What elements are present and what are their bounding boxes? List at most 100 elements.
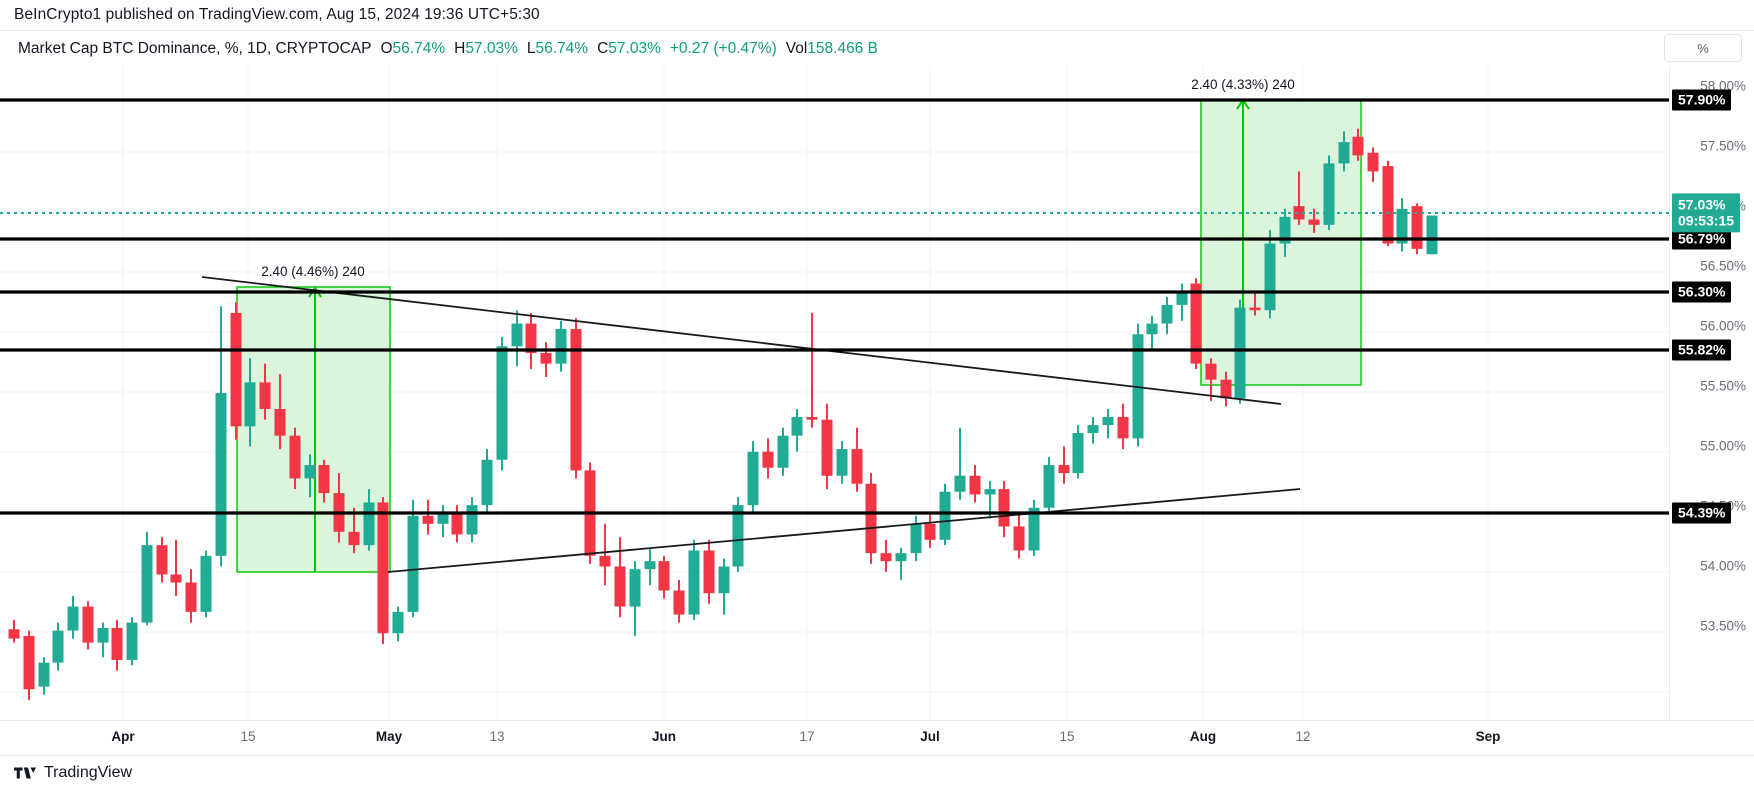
- candle-body: [954, 475, 966, 492]
- candlestick: [1058, 446, 1070, 484]
- candle-body: [67, 606, 79, 631]
- candlestick: [511, 310, 523, 367]
- chart-pane[interactable]: [0, 66, 1669, 720]
- candle-body: [791, 417, 803, 436]
- candle-body: [200, 555, 212, 612]
- candle-body: [570, 328, 582, 471]
- candlestick: [377, 497, 389, 644]
- price-tick-label: 56.50%: [1700, 258, 1746, 274]
- candle-body: [437, 513, 449, 524]
- candle-body: [703, 550, 715, 594]
- candle-body: [392, 611, 404, 634]
- date-tick-label: 15: [240, 729, 256, 744]
- candle-body: [82, 606, 94, 643]
- candlestick: [1102, 409, 1114, 439]
- candle-wick: [811, 312, 813, 428]
- candle-body: [52, 630, 64, 663]
- candle-body: [156, 545, 168, 575]
- price-level-badge[interactable]: 56.30%: [1672, 281, 1732, 303]
- candle-body: [215, 393, 227, 556]
- price-tick-label: 53.50%: [1700, 618, 1746, 634]
- candlestick: [97, 622, 109, 658]
- price-level-badge[interactable]: 57.90%: [1672, 89, 1732, 111]
- ascending-support[interactable]: [387, 488, 1301, 573]
- candle-body: [481, 459, 493, 506]
- candlestick: [1028, 499, 1040, 556]
- candlestick: [363, 489, 375, 551]
- candlestick: [673, 579, 685, 623]
- candle-body: [1279, 216, 1291, 244]
- volume-key: Vol: [785, 39, 808, 57]
- candlestick: [348, 507, 360, 554]
- candlestick: [38, 657, 50, 695]
- candle-body: [629, 569, 641, 607]
- candle-body: [466, 505, 478, 535]
- candlestick: [718, 558, 730, 615]
- price-axis[interactable]: 58.00%57.50%57.00%56.50%56.00%55.50%55.0…: [1669, 66, 1754, 720]
- candle-body: [1220, 379, 1232, 399]
- candlestick: [111, 619, 123, 671]
- candlestick: [422, 499, 434, 535]
- units-selector[interactable]: %: [1664, 34, 1742, 62]
- candle-wick: [959, 427, 961, 500]
- candle-body: [1249, 307, 1261, 311]
- candlestick: [437, 505, 449, 538]
- candlestick: [1220, 371, 1232, 407]
- candle-body: [511, 323, 523, 347]
- volume-value: 158.466 B: [807, 39, 878, 57]
- candle-body: [1264, 243, 1276, 311]
- candlestick: [1382, 160, 1394, 247]
- candlestick: [998, 481, 1010, 538]
- high-key: H: [454, 39, 466, 57]
- right-measure-label: 2.40 (4.33%) 240: [1191, 77, 1295, 92]
- candlestick: [185, 569, 197, 623]
- descending-resistance[interactable]: [201, 276, 1282, 405]
- price-tick-label: 56.00%: [1700, 318, 1746, 334]
- candlestick: [67, 595, 79, 639]
- candle-body: [451, 513, 463, 535]
- candlestick: [215, 306, 227, 567]
- candlestick: [1249, 291, 1261, 316]
- candlestick: [1161, 296, 1173, 335]
- price-level-badge[interactable]: 55.82%: [1672, 339, 1732, 361]
- date-tick-label: Aug: [1189, 729, 1217, 744]
- candle-body: [363, 502, 375, 546]
- candle-body: [1190, 283, 1202, 364]
- candle-body: [658, 561, 670, 591]
- symbol-title[interactable]: Market Cap BTC Dominance, %, 1D, CRYPTOC…: [18, 39, 372, 57]
- candlestick: [644, 547, 656, 586]
- candle-body: [1367, 152, 1379, 172]
- candlestick-plot[interactable]: [0, 66, 1669, 720]
- candle-body: [1087, 425, 1099, 434]
- brand-name: TradingView: [44, 764, 133, 781]
- candle-body: [1382, 166, 1394, 244]
- candlestick: [777, 427, 789, 476]
- chart-legend-bar: Market Cap BTC Dominance, %, 1D, CRYPTOC…: [0, 30, 1754, 66]
- candlestick: [259, 363, 271, 420]
- candle-body: [170, 574, 182, 583]
- candle-body: [185, 582, 197, 612]
- candle-body: [1146, 323, 1158, 335]
- candlestick: [156, 537, 168, 583]
- candlestick: [1234, 299, 1246, 404]
- candlestick: [1323, 155, 1335, 231]
- candle-wick: [175, 539, 177, 596]
- current-price-badge[interactable]: 57.03% 09:53:15: [1672, 193, 1741, 233]
- candlestick: [466, 497, 478, 543]
- candlestick: [52, 622, 64, 671]
- candlestick: [1146, 315, 1158, 351]
- date-axis[interactable]: Apr 15 May 13 Jun 17 Jul 15 Aug 12 Sep: [0, 720, 1754, 756]
- candlestick: [688, 539, 700, 620]
- price-level-badge[interactable]: 54.39%: [1672, 502, 1732, 524]
- price-tick-label: 54.00%: [1700, 558, 1746, 574]
- candlestick: [525, 312, 537, 369]
- candlestick: [1072, 425, 1084, 479]
- candle-body: [865, 483, 877, 554]
- bar-countdown-timer: 09:53:15: [1678, 212, 1735, 229]
- price-level-badge[interactable]: 56.79%: [1672, 228, 1732, 250]
- candle-wick: [604, 523, 606, 586]
- candle-body: [1323, 163, 1335, 225]
- candlestick: [1117, 403, 1129, 450]
- candle-body: [23, 635, 35, 690]
- candle-body: [910, 523, 922, 554]
